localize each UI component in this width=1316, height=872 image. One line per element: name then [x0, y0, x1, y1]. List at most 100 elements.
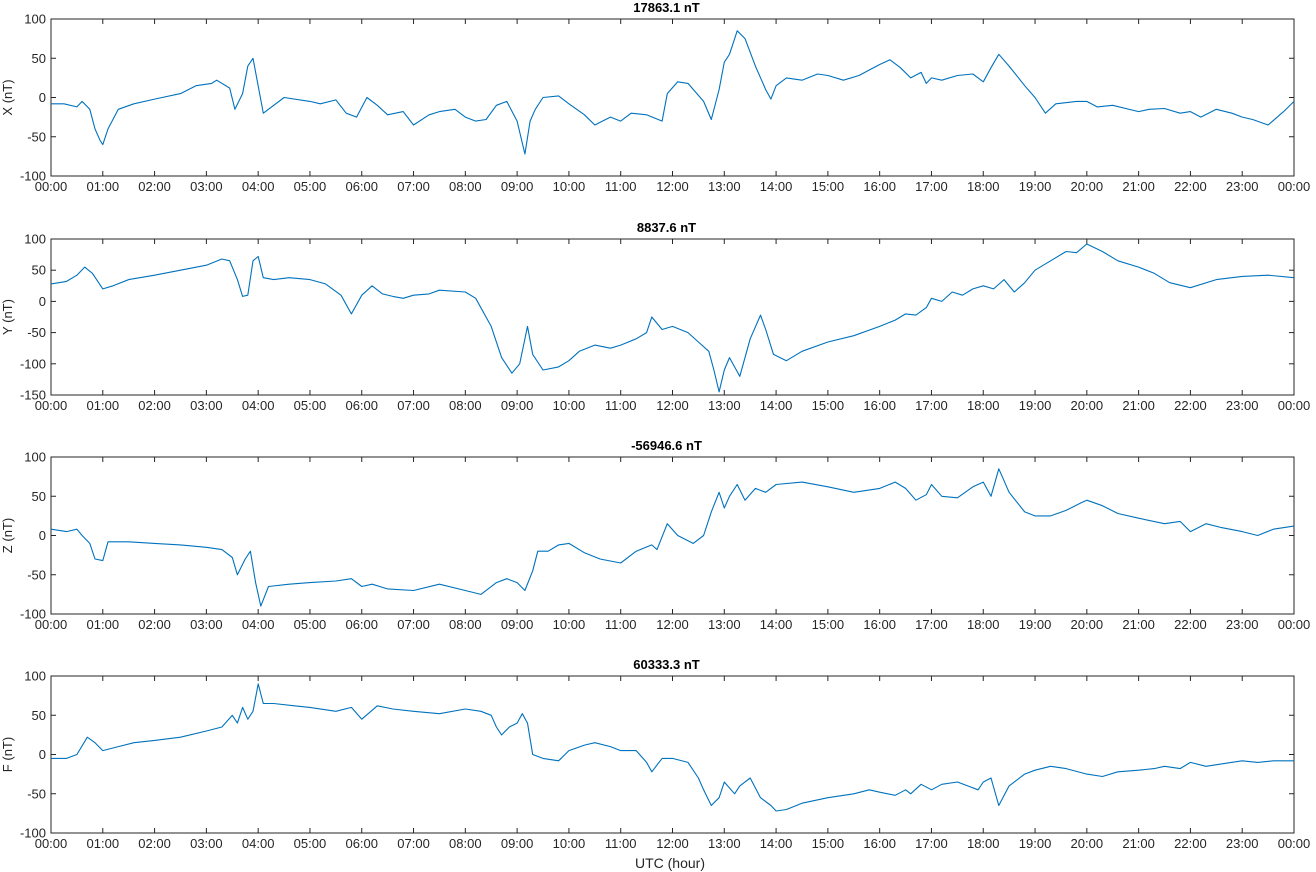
x-tick-label: 18:00: [967, 836, 1000, 851]
plot-area: [50, 675, 1295, 834]
x-tick-label: 03:00: [190, 836, 223, 851]
series-line: [51, 683, 1294, 812]
x-tick-label: 00:00: [1278, 836, 1311, 851]
x-tick-label: 16:00: [863, 398, 896, 413]
x-axis-label: UTC (hour): [635, 855, 705, 871]
x-tick-label: 23:00: [1226, 179, 1259, 194]
x-tick-label: 14:00: [760, 836, 793, 851]
x-tick-label: 04:00: [242, 836, 275, 851]
y-tick-label: -50: [27, 129, 46, 144]
x-tick-label: 11:00: [605, 179, 637, 194]
x-tick-label: 05:00: [294, 398, 327, 413]
y-tick-label: -100: [20, 607, 46, 622]
x-tick-label: 02:00: [138, 836, 171, 851]
x-tick-label: 15:00: [812, 836, 845, 851]
panel-title: -56946.6 nT: [631, 438, 702, 453]
f-component-panel: 00:00 01:00 02:00 03:00 04:00 05:00 06:00 07:00…: [0, 657, 1310, 851]
plot-area: [50, 456, 1295, 615]
x-tick-label: 09:00: [501, 617, 534, 632]
y-tick-label: 100: [24, 232, 46, 247]
y-tick-label: -50: [27, 567, 46, 582]
x-tick-label: 22:00: [1174, 836, 1207, 851]
x-tick-label: 12:00: [656, 836, 689, 851]
x-tick-label: 00:00: [35, 617, 68, 632]
x-tick-label: 15:00: [812, 179, 845, 194]
x-tick-label: 07:00: [397, 617, 430, 632]
y-tick-label: 0: [39, 747, 46, 762]
x-tick-label: 02:00: [138, 617, 171, 632]
x-tick-label: 21:00: [1122, 836, 1155, 851]
x-component-panel: 00:00 01:00 02:00 03:00 04:00 05:00 06:00 07:00…: [0, 0, 1310, 194]
x-tick-label: 20:00: [1071, 617, 1104, 632]
x-tick-label: 01:00: [87, 179, 120, 194]
x-tick-label: 11:00: [605, 617, 637, 632]
x-tick-label: 11:00: [605, 836, 637, 851]
x-tick-label: 20:00: [1071, 836, 1104, 851]
y-tick-label: 50: [32, 51, 46, 66]
y-tick-label: -50: [27, 325, 46, 340]
x-tick-label: 05:00: [294, 617, 327, 632]
x-tick-label: 07:00: [397, 398, 430, 413]
x-tick-label: 09:00: [501, 836, 534, 851]
x-tick-label: 16:00: [863, 179, 896, 194]
x-tick-label: 22:00: [1174, 398, 1207, 413]
x-tick-label: 07:00: [397, 836, 430, 851]
x-tick-label: 18:00: [967, 179, 1000, 194]
x-tick-label: 00:00: [1278, 398, 1311, 413]
y-tick-label: 0: [39, 90, 46, 105]
x-tick-label: 19:00: [1019, 617, 1052, 632]
series-line: [50, 243, 1295, 393]
x-tick-label: 05:00: [294, 836, 327, 851]
y-axis-label: F (nT): [0, 737, 15, 772]
x-tick-label: 01:00: [87, 836, 120, 851]
x-tick-label: 08:00: [449, 617, 482, 632]
x-tick-label: 09:00: [501, 398, 534, 413]
panel-title: 8837.6 nT: [637, 220, 696, 235]
x-tick-label: 10:00: [553, 398, 586, 413]
x-tick-label: 00:00: [35, 836, 68, 851]
y-axis-label: X (nT): [0, 79, 15, 115]
x-tick-label: 15:00: [812, 617, 845, 632]
x-tick-label: 15:00: [812, 398, 845, 413]
x-tick-label: 17:00: [915, 398, 948, 413]
x-tick-label: 18:00: [967, 398, 1000, 413]
x-tick-label: 02:00: [138, 398, 171, 413]
x-tick-label: 13:00: [708, 179, 741, 194]
x-tick-label: 12:00: [656, 179, 689, 194]
x-tick-label: 01:00: [87, 398, 120, 413]
x-tick-label: 07:00: [397, 179, 430, 194]
y-tick-label: 100: [24, 12, 46, 27]
x-tick-label: 05:00: [294, 179, 327, 194]
x-tick-label: 06:00: [345, 179, 378, 194]
y-tick-label: 0: [39, 528, 46, 543]
x-tick-label: 21:00: [1122, 398, 1155, 413]
x-tick-label: 06:00: [345, 836, 378, 851]
x-tick-label: 20:00: [1071, 398, 1104, 413]
x-tick-label: 17:00: [915, 179, 948, 194]
x-tick-label: 14:00: [760, 617, 793, 632]
x-tick-label: 13:00: [708, 617, 741, 632]
x-tick-label: 21:00: [1122, 617, 1155, 632]
plot-area: [50, 238, 1295, 396]
y-tick-label: 50: [32, 489, 46, 504]
x-tick-label: 04:00: [242, 398, 275, 413]
y-tick-label: 100: [24, 450, 46, 465]
x-tick-label: 09:00: [501, 179, 534, 194]
plot-area: [50, 18, 1295, 177]
x-tick-label: 11:00: [605, 398, 637, 413]
y-axis-label: Z (nT): [0, 518, 15, 553]
panel-title: 17863.1 nT: [633, 0, 700, 15]
y-tick-label: 50: [32, 263, 46, 278]
x-tick-label: 04:00: [242, 179, 275, 194]
x-tick-label: 23:00: [1226, 617, 1259, 632]
y-tick-label: 50: [32, 708, 46, 723]
x-tick-label: 20:00: [1071, 179, 1104, 194]
y-tick-label: -50: [27, 786, 46, 801]
x-tick-label: 03:00: [190, 617, 223, 632]
x-tick-label: 19:00: [1019, 836, 1052, 851]
x-tick-label: 17:00: [915, 617, 948, 632]
x-tick-label: 16:00: [863, 836, 896, 851]
y-tick-label: -150: [20, 388, 46, 403]
x-tick-label: 02:00: [138, 179, 171, 194]
y-tick-label: -100: [20, 169, 46, 184]
